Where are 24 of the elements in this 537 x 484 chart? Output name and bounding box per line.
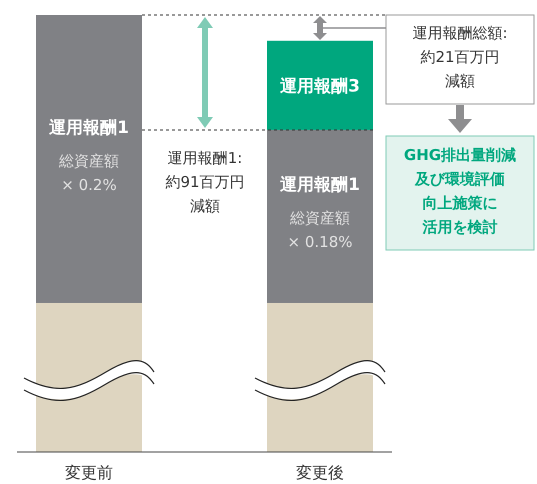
bar — [36, 302, 142, 452]
x-tick-label: 変更後 — [296, 463, 344, 482]
text: 活用を検討 — [422, 218, 498, 236]
text: 約21百万円 — [420, 48, 500, 66]
bar — [267, 130, 373, 303]
text: GHG排出量削減 — [404, 146, 516, 164]
series-label: 運用報酬3 — [279, 76, 360, 96]
bar — [267, 40, 373, 130]
text: 運用報酬1 — [49, 118, 129, 138]
annotation: 約91百万円 — [165, 173, 245, 191]
bar — [267, 302, 373, 452]
annotation: 総資産額 — [289, 209, 350, 227]
annotation: × 0.18% — [288, 233, 352, 251]
annotation: 運用報酬1: — [168, 149, 242, 167]
text: 運用報酬総額: — [412, 24, 508, 42]
text: 及び環境評価 — [414, 170, 505, 188]
annotation: × 0.2% — [61, 176, 117, 194]
annotation: 減額 — [190, 197, 220, 215]
x-tick-label: 変更前 — [65, 463, 113, 482]
bar — [36, 15, 142, 303]
text: 向上施策に — [422, 194, 498, 212]
annotation: 総資産額 — [58, 152, 119, 170]
text: 減額 — [445, 72, 475, 90]
series-label: 運用報酬1 — [279, 174, 360, 195]
